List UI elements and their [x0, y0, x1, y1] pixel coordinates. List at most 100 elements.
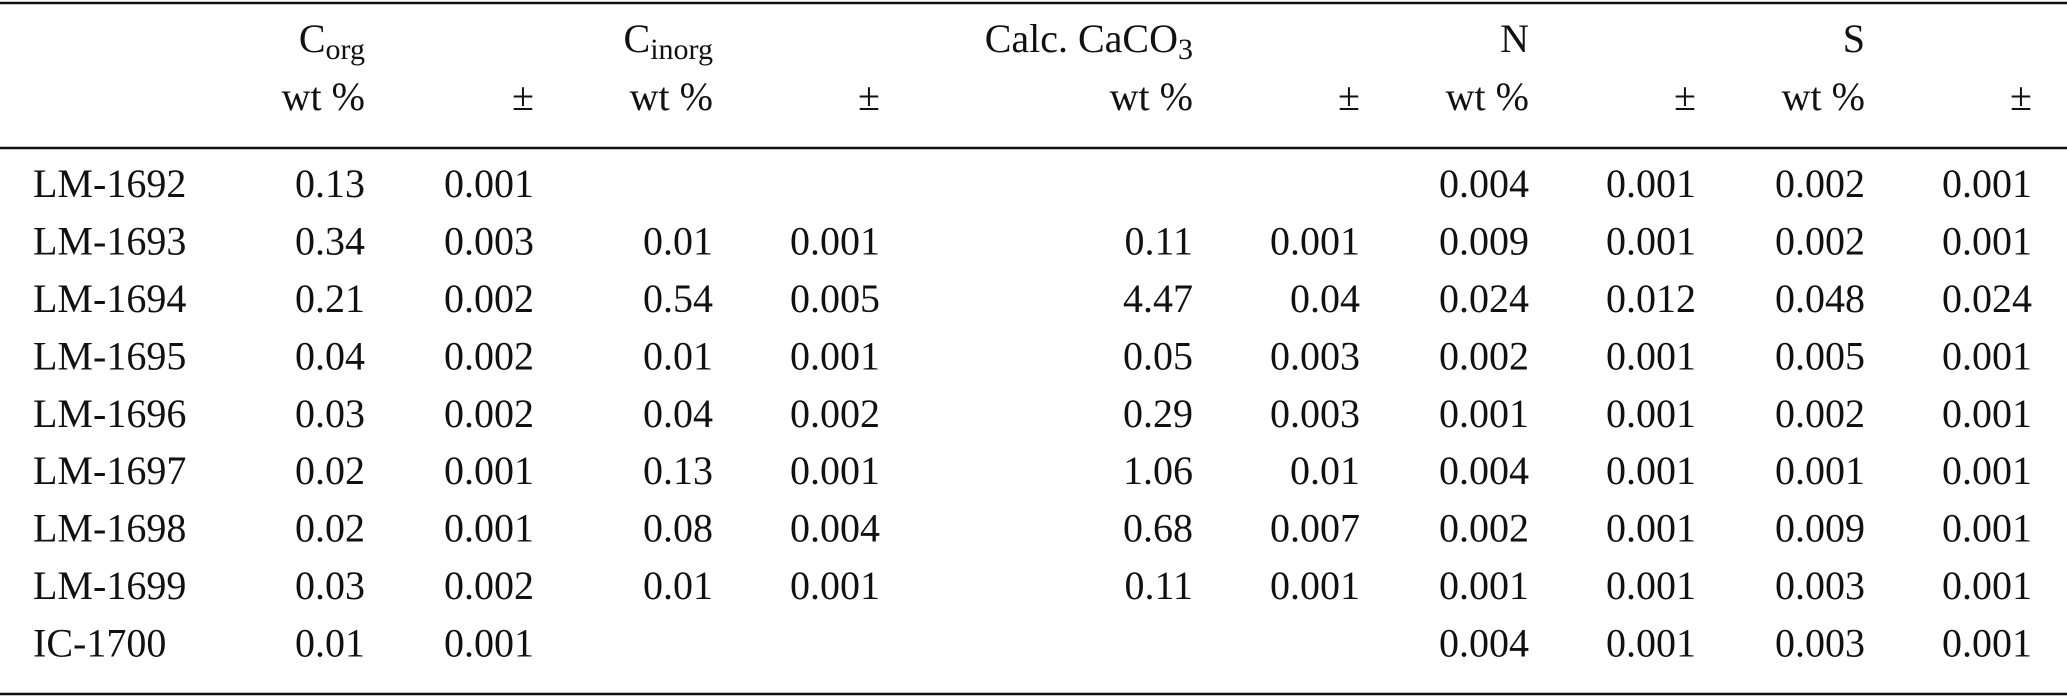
row-label: LM-1693	[33, 219, 186, 264]
row-label: LM-1696	[33, 391, 186, 436]
table-cell: 0.001	[1270, 219, 1360, 264]
table-cell: 0.001	[1606, 506, 1696, 551]
table-cell: 0.03	[295, 563, 365, 608]
table-cell: 0.048	[1775, 276, 1865, 321]
table-cell: 0.001	[1606, 563, 1696, 608]
table-cell: 0.001	[790, 448, 880, 493]
row-label: LM-1699	[33, 563, 186, 608]
row-label: LM-1698	[33, 506, 186, 551]
header-cell: wt %	[1446, 74, 1529, 119]
header-cell: ±	[2010, 74, 2032, 119]
table-cell: 0.001	[1942, 563, 2032, 608]
table-cell: 0.68	[1123, 506, 1193, 551]
table-cell: 0.04	[1290, 276, 1360, 321]
table-cell: 0.001	[444, 448, 534, 493]
table-cell: 0.004	[1439, 161, 1529, 206]
table-cell: 0.29	[1123, 391, 1193, 436]
header-cell: wt %	[1782, 74, 1865, 119]
table-cell: 0.003	[1775, 563, 1865, 608]
table-cell: 0.024	[1439, 276, 1529, 321]
header-cell: Calc. CaCO3	[985, 16, 1193, 66]
table-cell: 0.009	[1439, 219, 1529, 264]
header-cell: ±	[858, 74, 880, 119]
table-cell: 0.002	[444, 333, 534, 378]
table-cell: 0.001	[1606, 448, 1696, 493]
header-text: Calc. CaCO	[985, 16, 1178, 61]
table-cell: 0.002	[1775, 219, 1865, 264]
table-cell: 0.05	[1123, 333, 1193, 378]
table-cell: 0.01	[643, 219, 713, 264]
table-cell: 0.003	[1775, 620, 1865, 665]
table-cell: 0.13	[643, 448, 713, 493]
table-cell: 0.001	[1606, 333, 1696, 378]
table-cell: 0.001	[1606, 391, 1696, 436]
table-cell: 0.01	[295, 620, 365, 665]
table-cell: 0.002	[444, 563, 534, 608]
table-cell: 0.003	[1270, 333, 1360, 378]
header-subscript: 3	[1178, 33, 1193, 66]
table-cell: 0.024	[1942, 276, 2032, 321]
table-cell: 0.21	[295, 276, 365, 321]
row-label: LM-1695	[33, 333, 186, 378]
table-cell: 0.001	[1606, 219, 1696, 264]
row-label: IC-1700	[33, 620, 166, 665]
table-cell: 0.005	[1775, 333, 1865, 378]
table-cell: 0.001	[1439, 391, 1529, 436]
table-cell: 0.003	[444, 219, 534, 264]
table-cell: 0.54	[643, 276, 713, 321]
table-cell: 0.001	[1270, 563, 1360, 608]
table-cell: 0.01	[643, 563, 713, 608]
table-cell: 0.08	[643, 506, 713, 551]
table-cell: 0.001	[790, 219, 880, 264]
table-cell: 0.001	[1942, 506, 2032, 551]
header-cell: Cinorg	[624, 16, 713, 66]
table-cell: 0.11	[1124, 563, 1193, 608]
table-cell: 0.005	[790, 276, 880, 321]
header-cell: ±	[1674, 74, 1696, 119]
table-cell: 0.002	[1439, 506, 1529, 551]
row-label: LM-1692	[33, 161, 186, 206]
header-text: C	[299, 16, 326, 61]
header-cell: wt %	[1110, 74, 1193, 119]
row-label: LM-1697	[33, 448, 186, 493]
table-cell: 4.47	[1123, 276, 1193, 321]
table-cell: 0.003	[1270, 391, 1360, 436]
table-cell: 0.004	[1439, 448, 1529, 493]
table-cell: 0.001	[1942, 333, 2032, 378]
table-cell: 0.007	[1270, 506, 1360, 551]
header-cell: S	[1843, 16, 1865, 61]
header-cell: N	[1500, 16, 1529, 61]
header-cell: wt %	[630, 74, 713, 119]
table-cell: 0.13	[295, 161, 365, 206]
table-cell: 0.001	[1942, 620, 2032, 665]
header-subscript: inorg	[650, 33, 713, 66]
table-cell: 0.04	[295, 333, 365, 378]
table-cell: 0.001	[790, 333, 880, 378]
table-cell: 0.11	[1124, 219, 1193, 264]
header-subscript: org	[326, 33, 365, 66]
table-cell: 0.03	[295, 391, 365, 436]
table-cell: 0.002	[1439, 333, 1529, 378]
header-cell: ±	[512, 74, 534, 119]
table-cell: 0.001	[1942, 448, 2032, 493]
table-cell: 0.001	[1942, 391, 2032, 436]
table-cell: 0.001	[1439, 563, 1529, 608]
table-cell: 0.34	[295, 219, 365, 264]
table-cell: 0.002	[790, 391, 880, 436]
table-cell: 0.002	[444, 391, 534, 436]
row-label: LM-1694	[33, 276, 186, 321]
table-cell: 0.004	[790, 506, 880, 551]
table-cell: 0.002	[1775, 161, 1865, 206]
table-cell: 0.01	[643, 333, 713, 378]
table-cell: 0.004	[1439, 620, 1529, 665]
table-cell: 0.001	[444, 506, 534, 551]
table-cell: 0.02	[295, 448, 365, 493]
table-cell: 0.02	[295, 506, 365, 551]
table-cell: 0.001	[1775, 448, 1865, 493]
table-cell: 0.002	[1775, 391, 1865, 436]
header-cell: ±	[1338, 74, 1360, 119]
table-cell: 0.002	[444, 276, 534, 321]
table-cell: 0.001	[444, 620, 534, 665]
table-cell: 0.012	[1606, 276, 1696, 321]
